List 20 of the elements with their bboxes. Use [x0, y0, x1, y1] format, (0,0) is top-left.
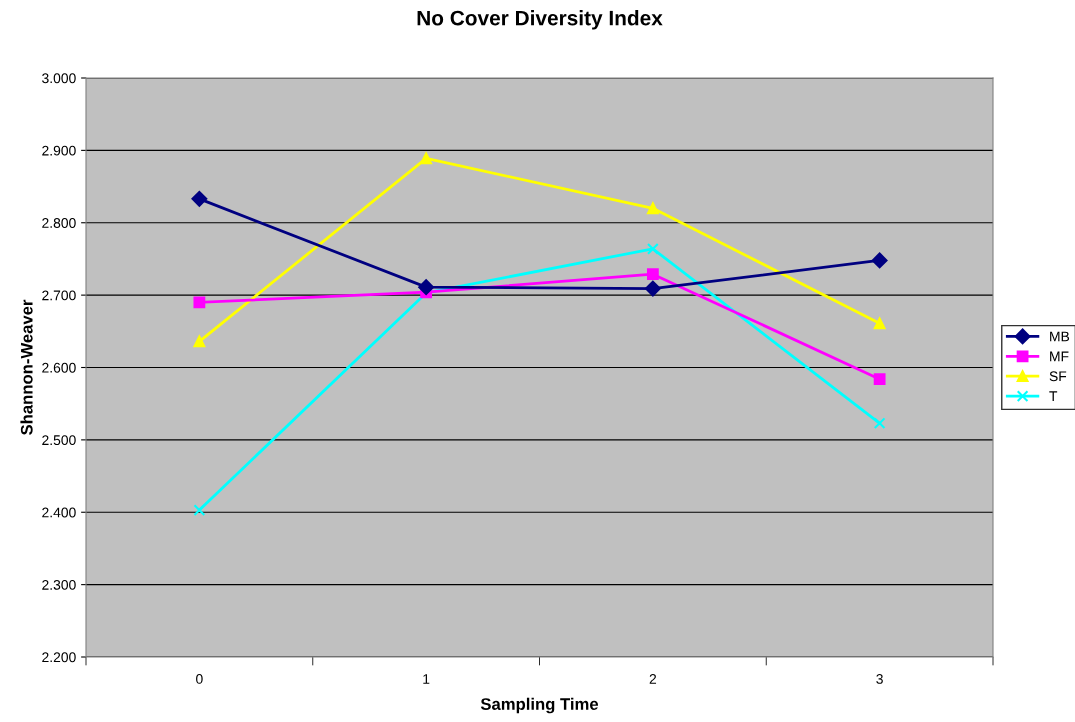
- legend-label: MF: [1050, 351, 1069, 362]
- y-tick-label: 2.500: [42, 435, 76, 446]
- legend-label: SF: [1049, 371, 1067, 382]
- y-tick-label: 2.300: [42, 579, 76, 590]
- x-tick-label: 1: [423, 674, 430, 684]
- y-tick-label: 2.900: [42, 145, 76, 156]
- y-tick-label: 2.200: [42, 652, 76, 663]
- legend-label: MB: [1050, 331, 1070, 342]
- x-axis-title: Sampling Time: [480, 697, 599, 714]
- chart-title: No Cover Diversity Index: [417, 10, 663, 30]
- y-tick-label: 2.600: [42, 362, 76, 373]
- y-tick-label: 3.000: [42, 73, 76, 84]
- y-axis-title: Shannon-Weaver: [20, 299, 33, 435]
- legend-label: T: [1049, 391, 1058, 401]
- y-tick-label: 2.400: [42, 507, 76, 518]
- y-tick-label: 2.700: [42, 290, 76, 301]
- x-tick-label: 2: [649, 674, 657, 684]
- x-tick-label: 3: [876, 674, 883, 684]
- y-tick-label: 2.800: [42, 218, 76, 228]
- x-tick-label: 0: [196, 674, 203, 684]
